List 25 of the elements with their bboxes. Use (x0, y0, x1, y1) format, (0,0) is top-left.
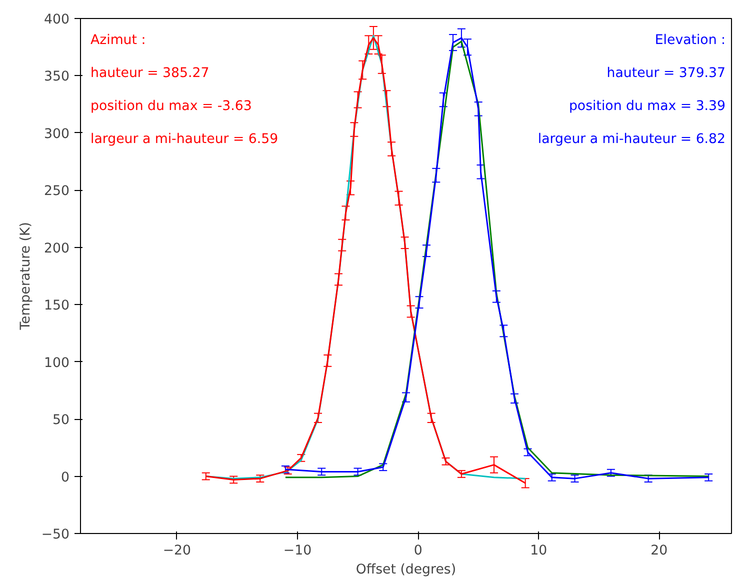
annotation: position du max = 3.39 (568, 99, 726, 114)
annotation: Elevation : (654, 33, 726, 48)
x-tick-label: −20 (162, 544, 192, 558)
x-tick-label: 0 (414, 544, 422, 558)
annotation: Azimut : (90, 33, 146, 48)
y-tick-label: 0 (61, 470, 70, 486)
y-tick-label: 100 (44, 356, 70, 371)
y-axis-title: Temperature (K) (18, 222, 34, 331)
y-tick-label: 300 (44, 126, 70, 142)
annotation: largeur a mi-hauteur = 6.82 (538, 132, 726, 147)
annotation: hauteur = 379.37 (606, 66, 726, 81)
annotation: hauteur = 385.27 (90, 66, 210, 81)
y-tick-label: 350 (44, 70, 70, 85)
x-axis-title: Offset (degres) (356, 562, 456, 578)
x-tick-label: 20 (650, 544, 668, 558)
y-tick-label: 200 (44, 241, 70, 256)
y-tick-label: 250 (44, 184, 70, 200)
annotation: position du max = -3.63 (90, 99, 252, 114)
x-tick-label: 10 (530, 544, 548, 558)
x-tick-label: −10 (283, 544, 312, 558)
y-tick-label: 150 (44, 298, 70, 314)
annotation: largeur a mi-hauteur = 6.59 (90, 132, 278, 147)
y-tick-label: 50 (52, 413, 70, 428)
y-tick-label: −50 (41, 528, 70, 542)
y-tick-label: 400 (44, 12, 70, 28)
